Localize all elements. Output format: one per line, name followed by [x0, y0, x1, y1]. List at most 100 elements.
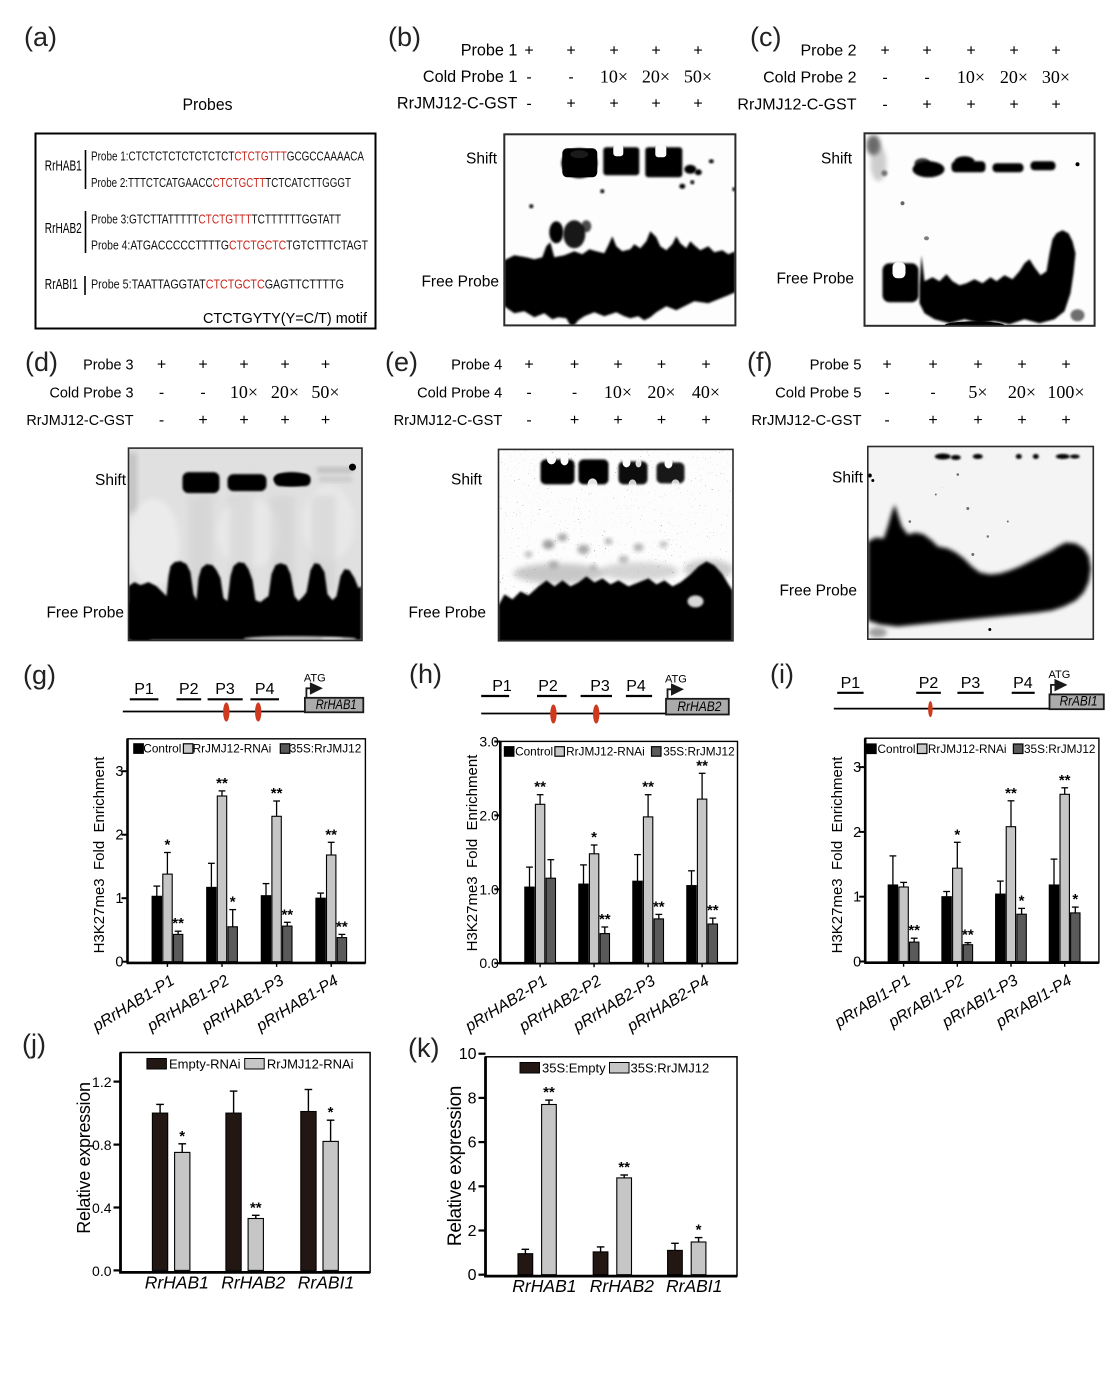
svg-text:P2: P2 [919, 675, 939, 692]
svg-text:P4: P4 [255, 681, 275, 698]
svg-text:+: + [239, 412, 248, 429]
svg-text:**: ** [599, 911, 611, 928]
svg-text:Free Probe: Free Probe [779, 583, 857, 600]
svg-text:(d): (d) [25, 347, 58, 377]
svg-text:**: ** [696, 757, 708, 774]
svg-text:35S:RrJMJ12: 35S:RrJMJ12 [663, 745, 734, 759]
svg-text:**: ** [336, 918, 348, 935]
svg-text:**: ** [250, 1199, 262, 1216]
svg-text:Probes: Probes [183, 95, 233, 114]
svg-text:+: + [1017, 357, 1026, 374]
svg-text:-: - [159, 385, 164, 402]
svg-text:+: + [280, 357, 289, 374]
svg-text:+: + [928, 357, 937, 374]
svg-text:Control: Control [515, 745, 553, 759]
svg-text:5×: 5× [968, 382, 987, 402]
svg-text:1: 1 [115, 891, 123, 907]
svg-text:-: - [159, 412, 164, 429]
svg-text:Probe 1: Probe 1 [461, 42, 518, 60]
svg-text:+: + [321, 357, 330, 374]
svg-text:1.2: 1.2 [92, 1074, 112, 1090]
svg-text:+: + [880, 43, 889, 60]
svg-text:(g): (g) [23, 660, 56, 690]
svg-text:RrABI1: RrABI1 [45, 276, 78, 293]
svg-text:20×: 20× [271, 382, 299, 402]
svg-text:20×: 20× [647, 382, 675, 402]
svg-text:2.0: 2.0 [479, 807, 499, 823]
svg-text:+: + [613, 357, 622, 374]
svg-text:P1: P1 [492, 678, 512, 695]
svg-text:Probe 2:TTTCTCATGAACCCTCTGCTTT: Probe 2:TTTCTCATGAACCCTCTGCTTTCTCATCTTGG… [91, 175, 351, 190]
svg-text:+: + [566, 96, 575, 113]
svg-text:RrJMJ12-C-GST: RrJMJ12-C-GST [394, 413, 503, 429]
svg-text:+: + [701, 412, 710, 429]
svg-text:+: + [928, 412, 937, 429]
svg-text:RrHAB2: RrHAB2 [590, 1276, 654, 1296]
svg-text:P4: P4 [626, 678, 646, 695]
svg-text:RrJMJ12-C-GST: RrJMJ12-C-GST [751, 413, 861, 429]
svg-text:*: * [954, 826, 960, 843]
svg-text:+: + [701, 357, 710, 374]
svg-text:0: 0 [468, 1267, 477, 1284]
svg-text:RrABI1: RrABI1 [1060, 693, 1098, 709]
svg-text:+: + [198, 412, 207, 429]
svg-text:*: * [164, 837, 170, 854]
svg-text:**: ** [653, 898, 665, 915]
svg-text:**: ** [281, 906, 293, 923]
svg-text:Probe 5:TAATTAGGTATCTCTGCTCGAG: Probe 5:TAATTAGGTATCTCTGCTCGAGTTCTTTTG [91, 277, 344, 292]
svg-text:Probe 5: Probe 5 [810, 358, 862, 374]
svg-text:-: - [568, 69, 573, 86]
svg-text:P3: P3 [590, 678, 610, 695]
svg-text:100×: 100× [1047, 382, 1084, 402]
svg-text:RrABI1: RrABI1 [298, 1273, 354, 1293]
svg-text:ATG: ATG [665, 673, 687, 685]
svg-text:*: * [696, 1222, 702, 1239]
svg-text:+: + [882, 357, 891, 374]
svg-text:-: - [882, 97, 887, 114]
svg-text:+: + [973, 357, 982, 374]
svg-text:RrHAB2: RrHAB2 [221, 1273, 285, 1293]
svg-text:0: 0 [853, 955, 861, 971]
svg-text:Cold Probe 5: Cold Probe 5 [775, 386, 861, 402]
svg-text:*: * [328, 1104, 334, 1121]
svg-text:(h): (h) [409, 659, 442, 689]
svg-text:10×: 10× [230, 382, 258, 402]
svg-text:-: - [924, 70, 929, 87]
svg-text:P4: P4 [1013, 675, 1033, 692]
svg-text:+: + [524, 43, 533, 60]
svg-text:-: - [930, 385, 935, 402]
svg-text:CTCTGYTY(Y=C/T) motif: CTCTGYTY(Y=C/T) motif [203, 310, 368, 327]
svg-text:Probe 3: Probe 3 [83, 358, 133, 374]
svg-text:*: * [1072, 891, 1078, 908]
svg-text:+: + [966, 43, 975, 60]
svg-text:Control: Control [143, 742, 181, 756]
svg-text:50×: 50× [311, 382, 339, 402]
svg-text:**: ** [1059, 772, 1071, 789]
svg-text:Shift: Shift [95, 472, 127, 489]
svg-text:10×: 10× [600, 67, 628, 87]
svg-text:H3K27me3 Fold Enrichment: H3K27me3 Fold Enrichment [829, 756, 846, 954]
svg-text:**: ** [618, 1159, 630, 1176]
svg-text:0.0: 0.0 [479, 955, 499, 971]
svg-text:Cold Probe 2: Cold Probe 2 [763, 70, 856, 87]
svg-text:4: 4 [468, 1179, 477, 1196]
svg-text:Shift: Shift [466, 151, 498, 168]
svg-text:-: - [526, 96, 531, 113]
svg-text:+: + [566, 43, 575, 60]
svg-text:+: + [922, 97, 931, 114]
svg-text:+: + [613, 412, 622, 429]
svg-text:Probe 4:ATGACCCCCTTTTGCTCTGCTC: Probe 4:ATGACCCCCTTTTGCTCTGCTCTGTCTTTCTA… [91, 238, 368, 253]
svg-text:RrJMJ12-RNAi: RrJMJ12-RNAi [928, 742, 1007, 756]
svg-text:Control: Control [878, 742, 916, 756]
svg-text:**: ** [707, 902, 719, 919]
svg-text:+: + [657, 412, 666, 429]
svg-text:*: * [230, 894, 236, 911]
svg-text:Cold Probe 1: Cold Probe 1 [423, 68, 518, 86]
svg-text:*: * [1019, 892, 1025, 909]
svg-text:0: 0 [115, 955, 123, 971]
svg-text:**: ** [271, 785, 283, 802]
svg-text:**: ** [216, 775, 228, 792]
svg-text:3: 3 [115, 764, 123, 780]
svg-text:RrJMJ12-C-GST: RrJMJ12-C-GST [397, 95, 518, 113]
svg-text:+: + [973, 412, 982, 429]
